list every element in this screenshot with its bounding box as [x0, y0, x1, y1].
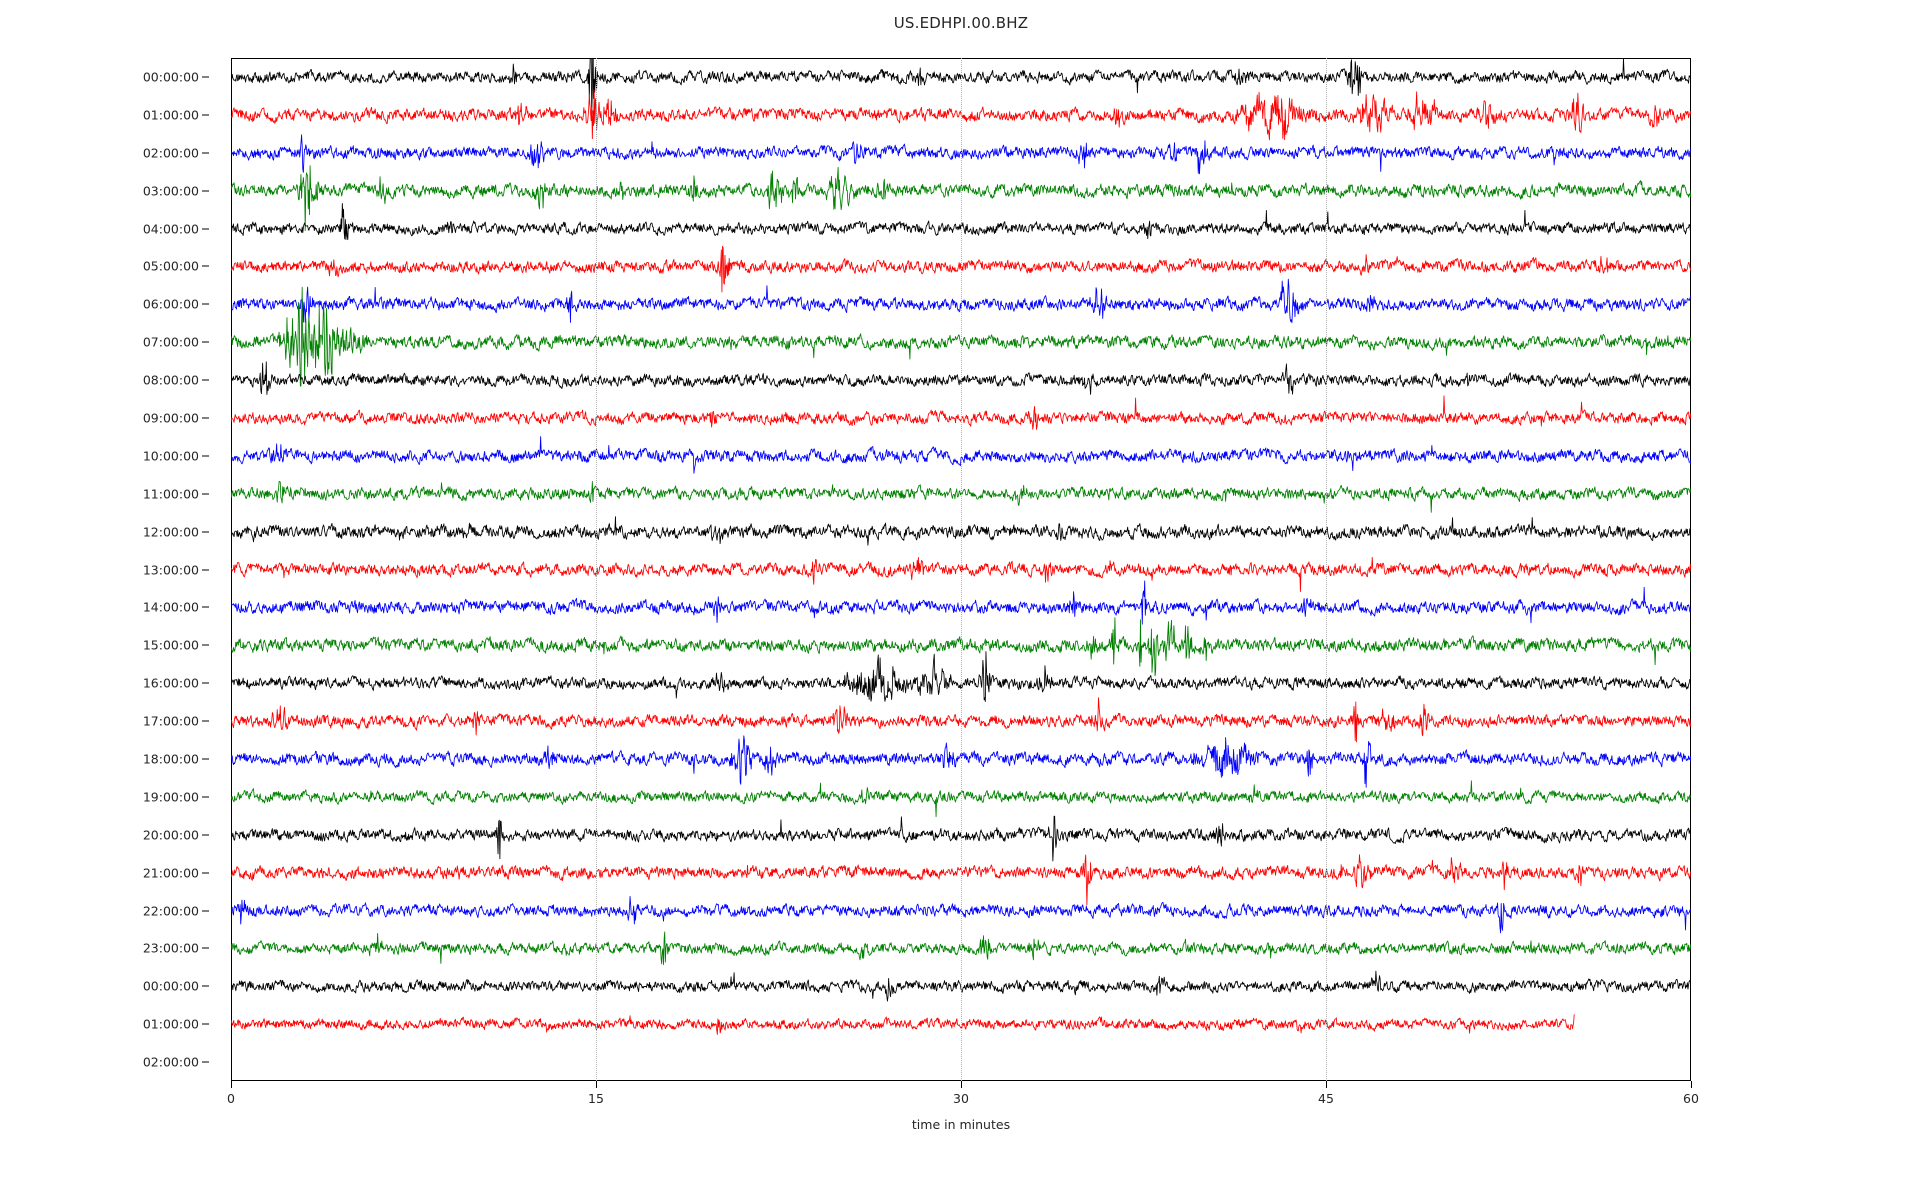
y-tick-label: 10:00:00: [142, 448, 199, 464]
y-tick-mark: [202, 303, 209, 305]
y-tick-label: 02:00:00: [142, 145, 199, 161]
y-tick-label: 03:00:00: [142, 183, 199, 199]
x-tick-label: 0: [227, 1091, 235, 1106]
x-tick-mark: [596, 1081, 597, 1088]
page-title: US.EDHPI.00.BHZ: [893, 14, 1029, 32]
x-axis-ticks: 0 15 30 45 60: [227, 1081, 1699, 1141]
y-tick-mark: [202, 606, 209, 608]
y-tick-label: 09:00:00: [142, 410, 199, 426]
x-tick-label: 60: [1683, 1091, 1699, 1106]
y-tick-mark: [202, 1061, 209, 1063]
y-tick-mark: [202, 796, 209, 798]
y-tick-mark: [202, 910, 209, 911]
y-tick-mark: [202, 417, 209, 419]
y-tick-mark: [202, 758, 209, 760]
y-tick-mark: [202, 1023, 209, 1025]
y-tick-label: 05:00:00: [142, 258, 199, 274]
y-tick-label: 21:00:00: [142, 865, 199, 881]
y-tick-mark: [202, 379, 209, 381]
y-tick-mark: [202, 947, 209, 949]
y-tick-mark: [202, 152, 209, 154]
y-tick-mark: [202, 265, 209, 267]
y-tick-label: 20:00:00: [142, 827, 199, 843]
y-axis-ticks: 00:00:00 01:00:00 02:00:00 03:00:00 04:00:00…: [0, 58, 231, 1081]
y-tick-label: 19:00:00: [142, 789, 199, 805]
x-tick-mark: [1691, 1081, 1692, 1088]
y-tick-label: 23:00:00: [142, 940, 199, 956]
y-tick-label: 01:00:00: [142, 107, 199, 123]
y-tick-mark: [202, 834, 209, 836]
y-tick-label: 16:00:00: [142, 675, 199, 691]
y-tick-label: 02:00:00: [142, 1054, 199, 1070]
y-tick-label: 11:00:00: [142, 486, 199, 502]
x-tick-mark: [961, 1081, 962, 1088]
y-tick-label: 04:00:00: [142, 221, 199, 236]
y-tick-label: 15:00:00: [142, 637, 199, 653]
y-tick-mark: [202, 985, 209, 987]
y-tick-label: 01:00:00: [142, 1016, 199, 1032]
y-tick-label: 13:00:00: [142, 562, 199, 577]
y-tick-mark: [202, 720, 209, 722]
y-tick-label: 17:00:00: [142, 713, 199, 729]
y-tick-label: 22:00:00: [142, 903, 199, 918]
y-tick-mark: [202, 190, 209, 192]
x-tick-mark: [1326, 1081, 1327, 1088]
y-tick-label: 06:00:00: [142, 296, 199, 312]
x-axis-label: time in minutes: [911, 1117, 1011, 1132]
y-tick-mark: [202, 872, 209, 874]
y-tick-label: 12:00:00: [142, 524, 199, 540]
x-tick-label: 30: [953, 1091, 969, 1106]
y-tick-mark: [202, 76, 209, 78]
y-tick-label: 07:00:00: [142, 334, 199, 350]
y-tick-mark: [202, 644, 209, 646]
x-tick-mark: [231, 1081, 232, 1088]
y-tick-label: 08:00:00: [142, 372, 199, 388]
y-tick-mark: [202, 569, 209, 570]
y-tick-label: 18:00:00: [142, 751, 199, 767]
y-tick-mark: [202, 455, 209, 457]
y-tick-mark: [202, 341, 209, 343]
y-tick-mark: [202, 682, 209, 684]
y-tick-label: 00:00:00: [142, 69, 199, 85]
y-tick-label: 14:00:00: [142, 599, 199, 615]
y-tick-mark: [202, 531, 209, 533]
x-tick-label: 15: [588, 1091, 604, 1106]
y-tick-mark: [202, 228, 209, 229]
seismic-traces-canvas: [231, 58, 1691, 1081]
y-tick-mark: [202, 114, 209, 116]
x-tick-label: 45: [1318, 1091, 1334, 1106]
y-tick-label: 00:00:00: [142, 978, 199, 994]
y-tick-mark: [202, 493, 209, 495]
